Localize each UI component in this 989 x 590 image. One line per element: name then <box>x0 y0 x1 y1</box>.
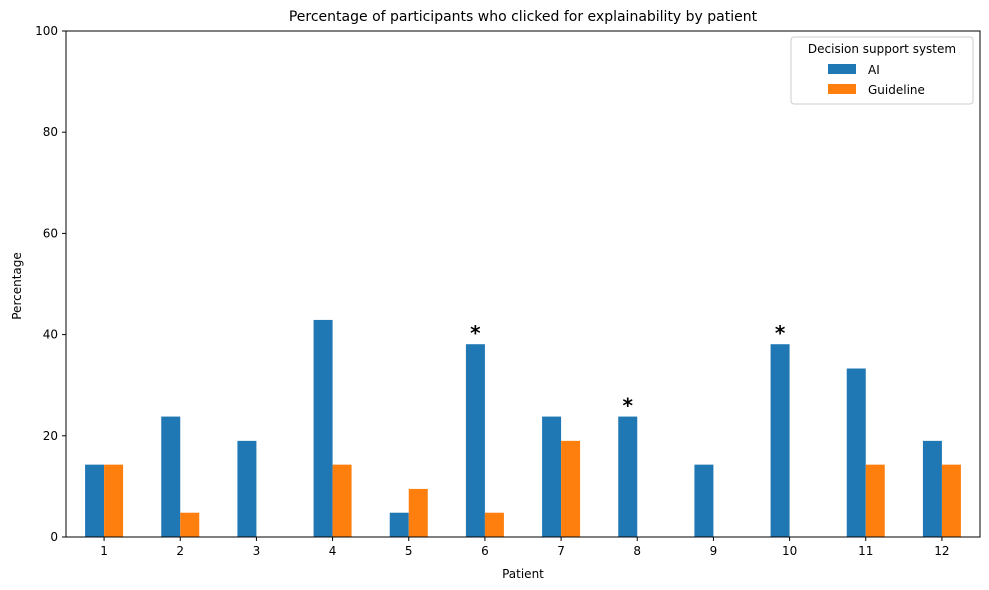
significance-marker-8: * <box>623 394 634 418</box>
bar-guideline-patient-11 <box>865 464 885 537</box>
y-tick-label: 0 <box>50 530 58 544</box>
legend-label-guideline: Guideline <box>868 83 925 97</box>
bar-guideline-patient-6 <box>484 512 504 537</box>
x-tick-label: 6 <box>481 544 489 558</box>
x-tick-label: 2 <box>176 544 184 558</box>
x-tick-label: 3 <box>253 544 261 558</box>
significance-marker-10: * <box>775 321 786 345</box>
bar-ai-patient-9 <box>694 464 714 537</box>
bar-ai-patient-4 <box>313 319 333 537</box>
x-tick-label: 7 <box>557 544 565 558</box>
y-tick-label: 80 <box>43 125 58 139</box>
bar-ai-patient-5 <box>389 512 409 537</box>
x-tick-label: 12 <box>934 544 949 558</box>
bar-guideline-patient-1 <box>104 464 124 537</box>
y-tick-label: 100 <box>35 24 58 38</box>
x-tick-label: 5 <box>405 544 413 558</box>
x-axis-label: Patient <box>502 567 544 581</box>
bar-ai-patient-2 <box>161 416 181 537</box>
x-tick-label: 9 <box>710 544 718 558</box>
x-tick-label: 11 <box>858 544 873 558</box>
bar-guideline-patient-5 <box>408 488 428 537</box>
x-tick-label: 1 <box>100 544 108 558</box>
legend: Decision support system AI Guideline <box>790 36 974 105</box>
plot-frame <box>65 30 981 538</box>
bar-ai-patient-10 <box>770 344 790 537</box>
y-tick-label: 40 <box>43 328 58 342</box>
legend-title: Decision support system <box>808 42 956 56</box>
bar-ai-patient-1 <box>85 464 105 537</box>
bar-ai-patient-8 <box>618 416 638 537</box>
legend-label-ai: AI <box>868 63 880 77</box>
x-tick-label: 10 <box>782 544 797 558</box>
legend-swatch-ai <box>828 64 856 74</box>
bar-ai-patient-11 <box>846 368 866 537</box>
x-tick-label: 8 <box>633 544 641 558</box>
bar-guideline-patient-4 <box>332 464 352 537</box>
chart-title: Percentage of participants who clicked f… <box>289 9 758 25</box>
bar-guideline-patient-2 <box>180 512 200 537</box>
bar-guideline-patient-12 <box>941 464 961 537</box>
x-tick-label: 4 <box>329 544 337 558</box>
y-tick-label: 60 <box>43 226 58 240</box>
y-axis-label: Percentage <box>10 252 24 320</box>
bar-ai-patient-12 <box>922 440 942 537</box>
legend-swatch-guideline <box>828 84 856 94</box>
bar-guideline-patient-7 <box>561 440 581 537</box>
bar-ai-patient-6 <box>465 344 485 537</box>
bar-ai-patient-7 <box>542 416 562 537</box>
bar-ai-patient-3 <box>237 440 257 537</box>
significance-marker-6: * <box>470 321 481 345</box>
y-tick-label: 20 <box>43 429 58 443</box>
